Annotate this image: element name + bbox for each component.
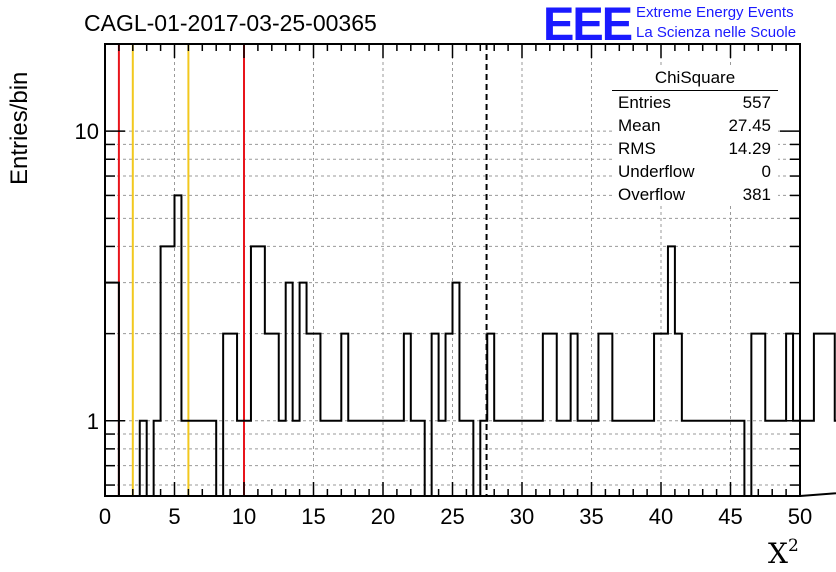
grid-lines bbox=[105, 44, 800, 496]
stats-box: ChiSquare Entries 557 Mean 27.45 RMS 14.… bbox=[612, 66, 778, 206]
stats-label: RMS bbox=[618, 139, 656, 158]
x-tick-label: 35 bbox=[579, 504, 603, 529]
stats-value: 14.29 bbox=[728, 139, 771, 158]
stats-label: Overflow bbox=[618, 185, 686, 204]
y-tick-label: 10 bbox=[75, 119, 99, 144]
stats-value: 0 bbox=[761, 162, 771, 181]
x-tick-label: 50 bbox=[788, 504, 812, 529]
run-title: CAGL-01-2017-03-25-00365 bbox=[84, 10, 377, 36]
stats-row-entries: Entries 557 bbox=[612, 91, 778, 114]
stats-label: Mean bbox=[618, 116, 661, 135]
x-tick-label: 40 bbox=[649, 504, 673, 529]
x-axis-label-sup: 2 bbox=[787, 536, 799, 556]
stats-row-overflow: Overflow 381 bbox=[612, 183, 778, 206]
stats-title: ChiSquare bbox=[612, 66, 778, 91]
stats-label: Entries bbox=[618, 93, 671, 112]
eee-logo: EEE bbox=[543, 0, 633, 50]
x-tick-label: 45 bbox=[718, 504, 742, 529]
x-tick-label: 10 bbox=[232, 504, 256, 529]
stats-row-rms: RMS 14.29 bbox=[612, 137, 778, 160]
y-axis-label: Entries/bin bbox=[6, 71, 33, 185]
y-tick-label: 1 bbox=[87, 409, 99, 434]
x-tick-label: 20 bbox=[371, 504, 395, 529]
stats-value: 27.45 bbox=[728, 116, 771, 135]
stats-label: Underflow bbox=[618, 162, 695, 181]
histogram-outline bbox=[104, 194, 836, 497]
stats-row-mean: Mean 27.45 bbox=[612, 114, 778, 137]
stats-row-underflow: Underflow 0 bbox=[612, 160, 778, 183]
x-tick-label: 15 bbox=[301, 504, 325, 529]
logo-subtitle-1: Extreme Energy Events bbox=[636, 4, 794, 21]
stats-value: 381 bbox=[742, 185, 771, 204]
x-axis-ticks: 0 5 10 15 20 25 30 35 40 45 50 bbox=[99, 44, 812, 529]
logo-subtitle-2: La Scienza nelle Scuole bbox=[636, 24, 797, 41]
x-axis-label-base: X bbox=[768, 537, 788, 570]
x-tick-label: 25 bbox=[440, 504, 464, 529]
x-tick-label: 0 bbox=[99, 504, 111, 529]
x-tick-label: 30 bbox=[510, 504, 534, 529]
x-axis-label: X2 bbox=[768, 536, 799, 570]
y-axis-ticks: 1 10 bbox=[75, 43, 800, 486]
x-tick-label: 5 bbox=[168, 504, 180, 529]
stats-value: 557 bbox=[742, 93, 771, 112]
